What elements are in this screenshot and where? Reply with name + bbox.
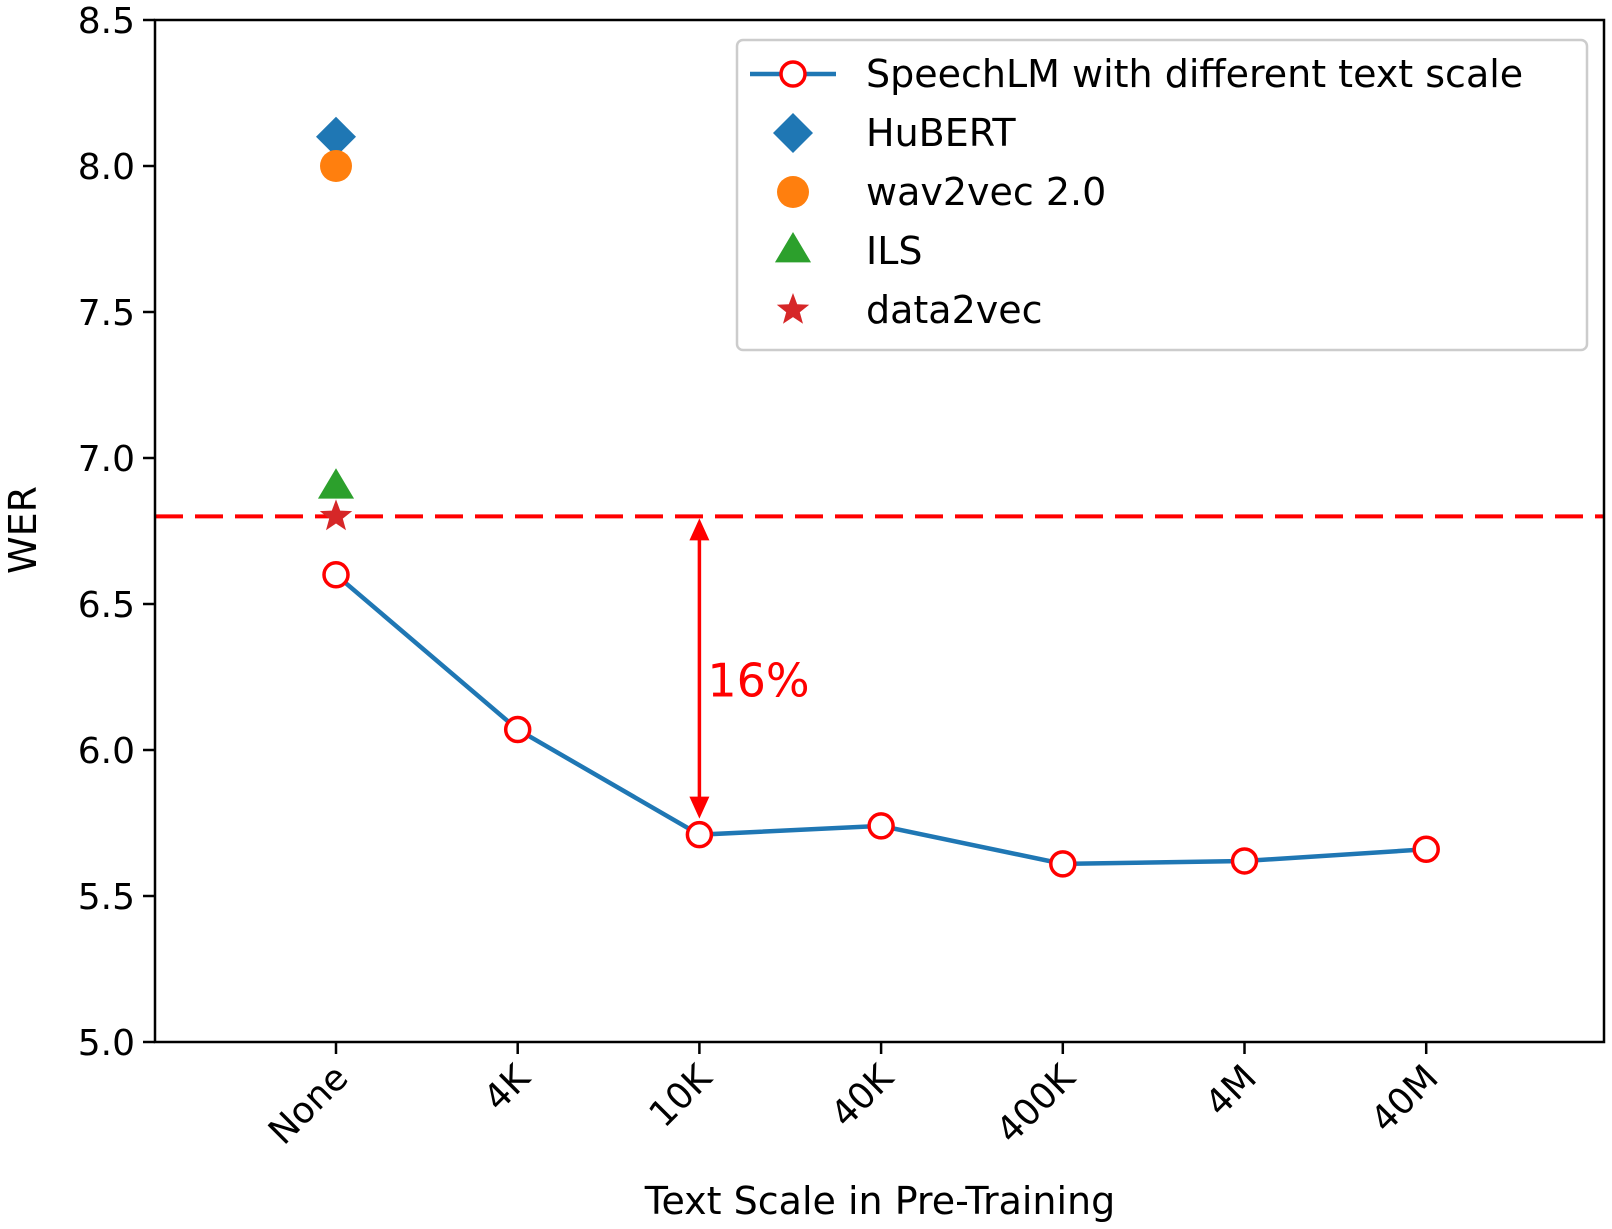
- legend-label: SpeechLM with different text scale: [866, 52, 1523, 96]
- legend: SpeechLM with different text scale HuBERT…: [735, 38, 1589, 352]
- x-tick-label: 4K: [476, 1056, 539, 1119]
- y-tick-label: 7.0: [78, 439, 135, 480]
- series-point: [322, 561, 350, 589]
- annotation-arrowhead-up: [689, 518, 710, 541]
- x-tick-label: 400K: [989, 1056, 1084, 1151]
- series-point: [685, 820, 714, 849]
- series-point: [867, 812, 895, 840]
- y-tick-label: 6.0: [78, 731, 135, 772]
- series-point: [503, 715, 532, 744]
- legend-label: wav2vec 2.0: [866, 170, 1106, 214]
- y-tick-label: 5.0: [78, 1023, 135, 1064]
- legend-box: [735, 38, 1589, 352]
- baseline-marker-hubert: [316, 116, 356, 157]
- x-tick-label: 40K: [823, 1056, 902, 1135]
- y-axis-label: WER: [1, 486, 45, 574]
- y-tick-label: 6.5: [78, 585, 135, 626]
- legend-marker-hubert: [773, 113, 813, 153]
- plot-area: 16%: [155, 116, 1604, 878]
- y-tick-label: 7.5: [78, 293, 135, 334]
- baseline-marker-wav2vec-2-0: [320, 150, 352, 182]
- legend-marker-data2vec: [776, 293, 810, 324]
- x-axis-label: Text Scale in Pre-Training: [644, 1179, 1116, 1223]
- x-tick-label: 40M: [1363, 1057, 1446, 1140]
- annotation-arrowhead-down: [689, 796, 710, 819]
- x-tick-label: 10K: [642, 1056, 721, 1135]
- legend-marker-ils: [774, 232, 812, 263]
- baseline-marker-data2vec: [319, 499, 353, 531]
- legend-label: data2vec: [866, 288, 1043, 332]
- x-tick-label: 4M: [1198, 1057, 1265, 1124]
- y-tick-label: 5.5: [78, 877, 135, 918]
- series-point: [1412, 835, 1440, 864]
- legend-label: ILS: [866, 229, 923, 273]
- y-tick-label: 8.5: [78, 1, 135, 42]
- plot-frame: [153, 18, 1606, 1044]
- legend-marker-wav2vec-2-0: [777, 176, 809, 208]
- y-tick-label: 8.0: [78, 147, 135, 188]
- legend-label: HuBERT: [866, 111, 1016, 155]
- annotation-label: 16%: [707, 654, 809, 708]
- baseline-marker-ils: [317, 468, 355, 499]
- series-point: [1049, 850, 1077, 878]
- series-point: [1230, 847, 1259, 875]
- legend-series-marker: [779, 60, 807, 88]
- x-tick-label: None: [261, 1057, 356, 1152]
